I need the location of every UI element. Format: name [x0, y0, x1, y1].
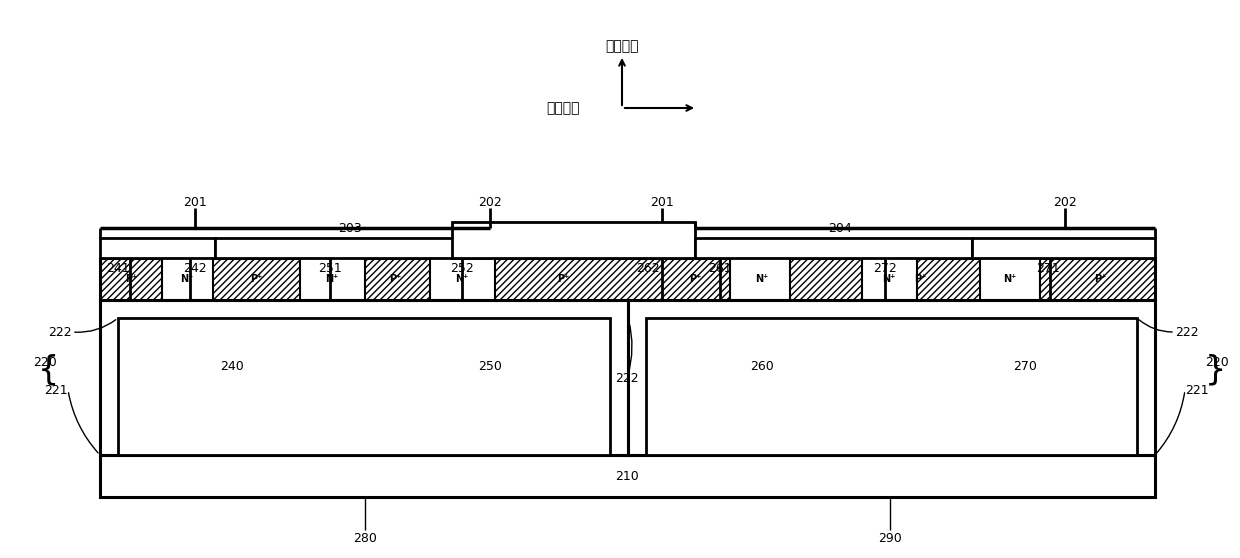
Text: 竖直方向: 竖直方向	[605, 39, 639, 53]
Text: 261: 261	[708, 262, 732, 275]
Bar	[215, 238, 490, 258]
Text: 222: 222	[615, 372, 639, 384]
Text: 251: 251	[319, 262, 342, 275]
Bar	[980, 258, 1040, 300]
Text: 221: 221	[45, 383, 68, 397]
Text: 262: 262	[636, 262, 660, 275]
Text: 204: 204	[828, 222, 852, 234]
Text: }: }	[1204, 354, 1225, 387]
Text: N⁺: N⁺	[1003, 274, 1017, 284]
Bar	[730, 258, 790, 300]
Text: 271: 271	[1037, 262, 1060, 275]
Text: P⁺: P⁺	[914, 274, 926, 284]
Text: 252: 252	[450, 262, 474, 275]
Text: 272: 272	[873, 262, 897, 275]
Text: 201: 201	[184, 195, 207, 209]
Text: 260: 260	[750, 360, 774, 373]
Bar	[100, 455, 1154, 497]
Text: P⁺: P⁺	[1094, 274, 1106, 284]
Text: 222: 222	[48, 325, 72, 339]
Bar	[972, 238, 1154, 258]
Bar	[646, 318, 1137, 455]
Text: 203: 203	[339, 222, 362, 234]
Text: P⁺: P⁺	[688, 274, 701, 284]
Bar	[118, 318, 610, 455]
Bar	[430, 258, 495, 300]
Bar	[100, 300, 627, 455]
Text: N⁺: N⁺	[755, 274, 769, 284]
Text: N⁺: N⁺	[883, 274, 895, 284]
Bar	[694, 238, 972, 258]
Text: 水平方向: 水平方向	[547, 101, 580, 115]
Bar	[100, 238, 215, 258]
Bar	[100, 258, 1154, 300]
Text: 270: 270	[1013, 360, 1037, 373]
Text: 201: 201	[650, 195, 673, 209]
Bar	[162, 258, 213, 300]
Text: 250: 250	[479, 360, 502, 373]
Bar	[300, 258, 365, 300]
Text: 220: 220	[1205, 355, 1229, 368]
Text: 210: 210	[615, 469, 640, 483]
Text: P⁺: P⁺	[389, 274, 402, 284]
Text: 290: 290	[878, 532, 901, 545]
Text: 202: 202	[479, 195, 502, 209]
Text: 241: 241	[107, 262, 130, 275]
Text: 280: 280	[353, 532, 377, 545]
Text: 240: 240	[221, 360, 244, 373]
Bar	[627, 300, 1154, 455]
Text: 222: 222	[1176, 325, 1199, 339]
Text: P⁺: P⁺	[557, 274, 569, 284]
Text: 220: 220	[33, 355, 57, 368]
Text: 202: 202	[1053, 195, 1076, 209]
Text: N⁺: N⁺	[180, 274, 193, 284]
Text: 221: 221	[1185, 383, 1209, 397]
Bar	[453, 222, 694, 258]
Text: P⁺: P⁺	[249, 274, 262, 284]
Text: {: {	[37, 354, 58, 387]
Text: N⁺: N⁺	[455, 274, 469, 284]
Text: N⁺: N⁺	[325, 274, 339, 284]
Bar	[862, 258, 918, 300]
Text: 242: 242	[184, 262, 207, 275]
Text: P⁺: P⁺	[125, 274, 138, 284]
